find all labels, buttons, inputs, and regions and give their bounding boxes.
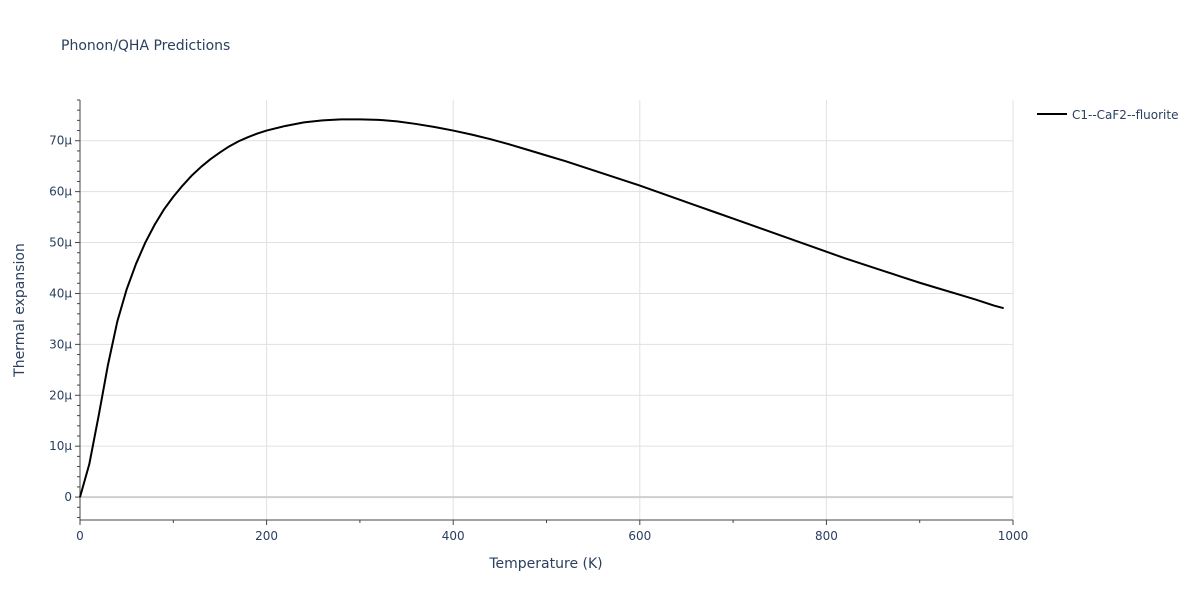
y-tick-label: 10μ <box>49 439 72 453</box>
y-tick-label: 50μ <box>49 236 72 250</box>
y-tick-label: 70μ <box>49 134 72 148</box>
x-axis-title: Temperature (K) <box>488 556 602 572</box>
legend-label: C1--CaF2--fluorite <box>1072 108 1178 122</box>
y-tick-label: 20μ <box>49 388 72 402</box>
y-tick-label: 60μ <box>49 185 72 199</box>
axes: 0 200 400 600 800 1000 0 10μ 20μ 30μ 40μ 50μ 60μ 70μ <box>49 99 1029 543</box>
series-line[interactable] <box>79 118 1004 498</box>
x-tick-label: 1000 <box>998 529 1029 543</box>
chart-title: Phonon/QHA Predictions <box>61 38 230 54</box>
y-axis-title: Thermal expansion <box>12 243 28 378</box>
y-tick-label: 0 <box>64 490 72 504</box>
x-tick-label: 200 <box>255 529 278 543</box>
series-layer <box>79 118 1004 498</box>
x-tick-label: 600 <box>628 529 651 543</box>
y-tick-label: 30μ <box>49 337 72 351</box>
legend[interactable]: C1--CaF2--fluorite <box>1037 108 1178 122</box>
grid <box>80 100 1014 520</box>
x-tick-label: 0 <box>76 529 84 543</box>
x-tick-label: 800 <box>815 529 838 543</box>
y-tick-label: 40μ <box>49 286 72 300</box>
x-tick-label: 400 <box>442 529 465 543</box>
